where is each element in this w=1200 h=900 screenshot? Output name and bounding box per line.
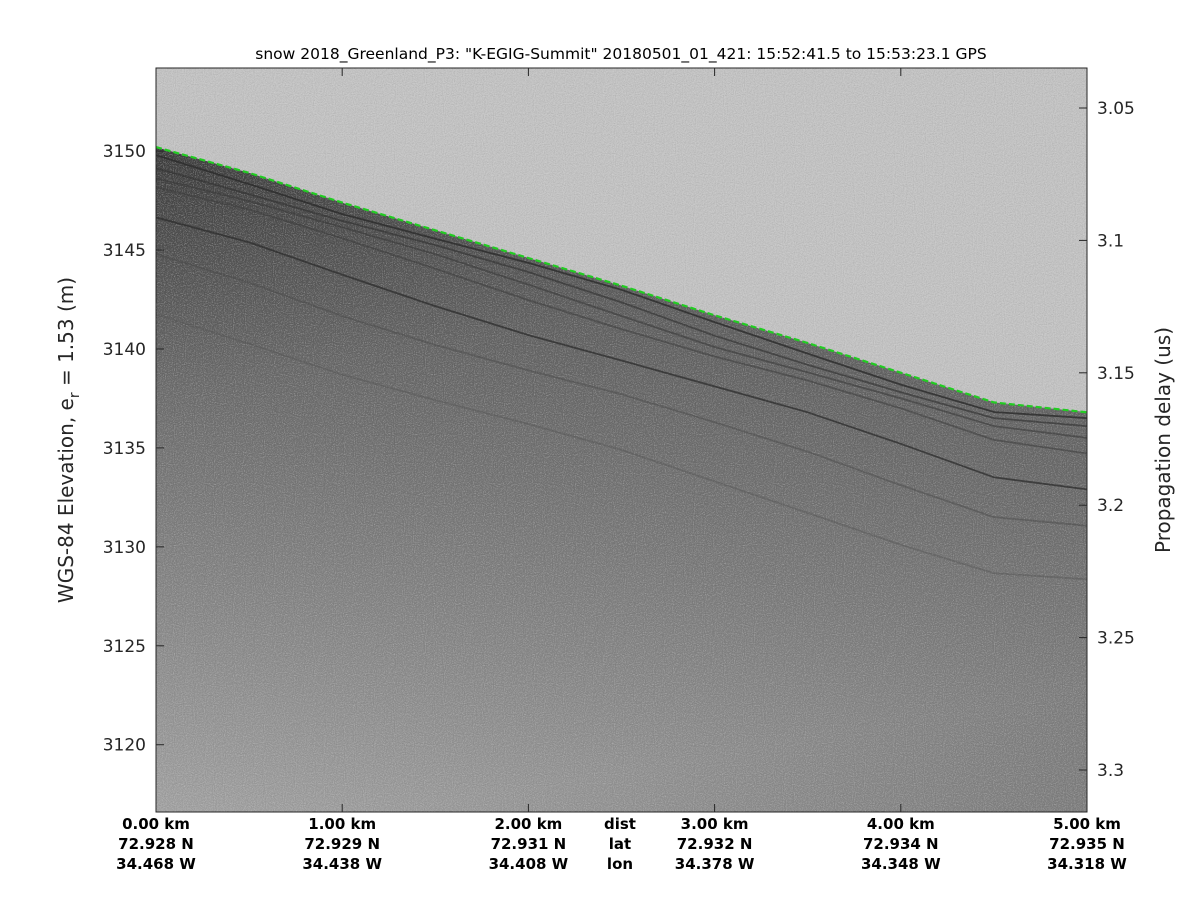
y-left-tick-label: 3135 [103, 439, 146, 459]
internal-layer [156, 313, 1087, 581]
y-axis-left-label: WGS-84 Elevation, er = 1.53 (m) [54, 277, 83, 603]
y-right-tick-label: 3.2 [1097, 496, 1124, 516]
y-left-tick-label: 3140 [103, 340, 146, 360]
x-tick-label-lat: 72.929 N [304, 835, 380, 853]
x-tick-label-dist: 0.00 km [122, 815, 190, 833]
y-right-tick-label: 3.3 [1097, 761, 1124, 781]
echogram-image [156, 68, 1087, 812]
x-tick-label-lat: 72.932 N [677, 835, 753, 853]
y-left-tick-label: 3130 [103, 538, 146, 558]
internal-layer [156, 177, 1087, 439]
x-tick-label-lat: 72.931 N [491, 835, 567, 853]
y-right-tick-label: 3.15 [1097, 364, 1135, 384]
x-tick-label-lon: 34.408 W [489, 855, 569, 873]
y-left-tick-label: 3125 [103, 637, 146, 657]
x-tick-label-dist: 1.00 km [308, 815, 376, 833]
surface-tracked-line [156, 146, 1087, 414]
y-left-tick-label: 3145 [103, 241, 146, 261]
y-axis-right-label: Propagation delay (us) [1151, 327, 1175, 553]
x-tick-label-lat: 72.928 N [118, 835, 194, 853]
internal-layer [156, 167, 1087, 427]
y-right-tick-label: 3.1 [1097, 231, 1124, 251]
x-tick-label-lon: 34.438 W [302, 855, 382, 873]
internal-layer [156, 253, 1087, 527]
x-tick-label-dist: 4.00 km [867, 815, 935, 833]
x-row-label-lat: lat [609, 835, 631, 853]
x-row-label-lon: lon [607, 855, 633, 873]
x-tick-label-lat: 72.935 N [1049, 835, 1125, 853]
y-right-tick-label: 3.05 [1097, 99, 1135, 119]
x-tick-label-lat: 72.934 N [863, 835, 939, 853]
x-tick-label-lon: 34.378 W [675, 855, 755, 873]
internal-layer [156, 186, 1087, 455]
x-tick-label-dist: 5.00 km [1053, 815, 1121, 833]
x-tick-label-lon: 34.318 W [1047, 855, 1127, 873]
chart-title: snow 2018_Greenland_P3: "K-EGIG-Summit" … [255, 45, 986, 64]
plot-frame [155, 67, 1088, 813]
x-tick-label-dist: 2.00 km [494, 815, 562, 833]
y-right-tick-label: 3.25 [1097, 629, 1135, 649]
x-tick-label-lon: 34.468 W [116, 855, 196, 873]
x-tick-label-dist: 3.00 km [681, 815, 749, 833]
y-left-tick-label: 3150 [103, 142, 146, 162]
internal-layer [156, 154, 1087, 419]
x-tick-label-lon: 34.348 W [861, 855, 941, 873]
y-left-tick-label: 3120 [103, 736, 146, 756]
subsurface-shade [156, 147, 1087, 812]
x-row-label-dist: dist [604, 815, 636, 833]
internal-layer [156, 216, 1087, 491]
